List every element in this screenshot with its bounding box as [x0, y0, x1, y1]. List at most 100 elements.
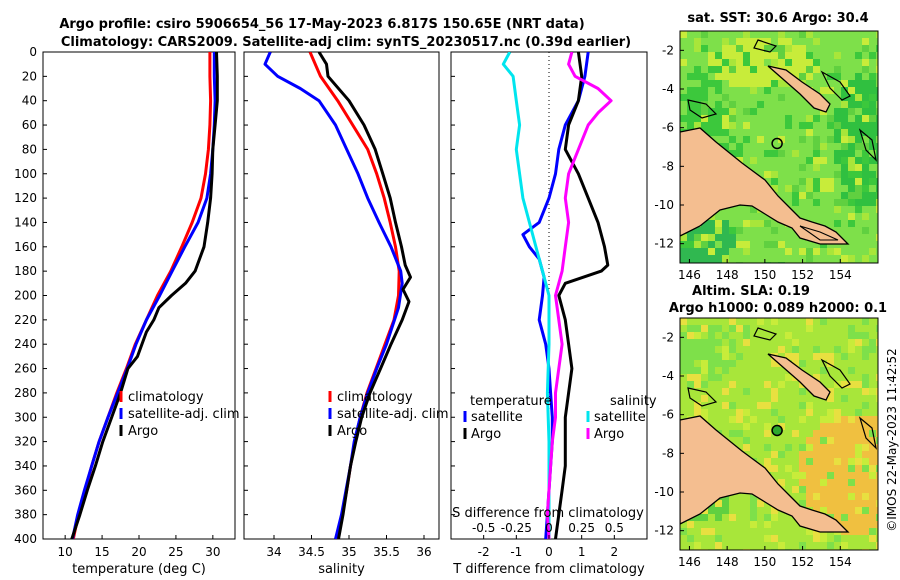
map-cell — [862, 402, 869, 409]
map-cell — [764, 31, 771, 38]
map-cell — [806, 157, 813, 164]
temperature-legend-label: satellite-adj. clim — [128, 407, 240, 422]
map-cell — [876, 430, 878, 437]
map-cell — [834, 437, 841, 444]
map-cell — [764, 507, 771, 514]
sst-map-argo-marker — [771, 137, 783, 150]
map-cell — [862, 493, 869, 500]
map-cell — [757, 332, 764, 339]
map-cell — [778, 395, 785, 402]
map-cell — [764, 325, 771, 332]
map-cell — [722, 332, 729, 339]
map-cell — [820, 325, 827, 332]
map-xtick-label: 154 — [829, 268, 852, 282]
map-cell — [841, 66, 848, 73]
map-cell — [806, 430, 813, 437]
map-cell — [778, 136, 785, 143]
depth-tick-label: 0 — [29, 45, 37, 59]
map-cell — [834, 31, 841, 38]
map-cell — [771, 101, 778, 108]
map-cell — [736, 45, 743, 52]
map-cell — [827, 381, 834, 388]
map-cell — [855, 171, 862, 178]
map-cell — [876, 388, 878, 395]
map-cell — [855, 143, 862, 150]
map-cell — [729, 87, 736, 94]
map-cell — [771, 381, 778, 388]
map-cell — [750, 87, 757, 94]
map-cell — [848, 325, 855, 332]
map-cell — [792, 444, 799, 451]
map-cell — [680, 108, 687, 115]
map-cell — [862, 318, 869, 325]
map-cell — [813, 416, 820, 423]
map-cell — [813, 157, 820, 164]
map-cell — [743, 220, 750, 227]
imos-watermark: ©IMOS 22-May-2023 11:42:52 — [885, 348, 899, 532]
map-cell — [834, 500, 841, 507]
map-cell — [869, 318, 876, 325]
map-cell — [687, 101, 694, 108]
salinity-legend-label: Argo — [337, 424, 367, 439]
map-cell — [862, 479, 869, 486]
map-cell — [792, 388, 799, 395]
map-cell — [834, 220, 841, 227]
map-cell — [862, 213, 869, 220]
map-cell — [869, 493, 876, 500]
map-cell — [841, 409, 848, 416]
map-cell — [834, 157, 841, 164]
map-cell — [813, 444, 820, 451]
map-cell — [792, 332, 799, 339]
map-cell — [820, 185, 827, 192]
map-cell — [771, 241, 778, 248]
map-cell — [799, 185, 806, 192]
map-cell — [771, 129, 778, 136]
map-cell — [757, 444, 764, 451]
map-cell — [820, 136, 827, 143]
map-cell — [855, 430, 862, 437]
map-cell — [820, 458, 827, 465]
map-cell — [778, 521, 785, 528]
map-cell — [848, 423, 855, 430]
map-cell — [862, 87, 869, 94]
map-cell — [694, 535, 701, 542]
map-cell — [701, 241, 708, 248]
map-cell — [792, 486, 799, 493]
map-cell — [785, 353, 792, 360]
map-cell — [743, 45, 750, 52]
map-cell — [736, 213, 743, 220]
map-ytick-label: -2 — [662, 330, 674, 344]
map-cell — [813, 472, 820, 479]
temperature-series — [70, 52, 219, 539]
map-cell — [701, 80, 708, 87]
map-cell — [764, 360, 771, 367]
map-cell — [736, 87, 743, 94]
map-cell — [827, 500, 834, 507]
map-cell — [680, 248, 687, 255]
map-cell — [799, 542, 806, 549]
map-cell — [764, 52, 771, 59]
map-cell — [680, 38, 687, 45]
map-cell — [806, 136, 813, 143]
map-cell — [799, 192, 806, 199]
map-cell — [841, 451, 848, 458]
map-cell — [862, 171, 869, 178]
map-cell — [862, 465, 869, 472]
map-cell — [820, 150, 827, 157]
map-cell — [736, 381, 743, 388]
map-cell — [799, 409, 806, 416]
map-cell — [722, 73, 729, 80]
map-cell — [736, 521, 743, 528]
map-cell — [862, 192, 869, 199]
map-cell — [757, 402, 764, 409]
map-cell — [806, 416, 813, 423]
map-cell — [820, 213, 827, 220]
map-cell — [827, 31, 834, 38]
map-cell — [813, 87, 820, 94]
map-cell — [841, 45, 848, 52]
map-cell — [750, 108, 757, 115]
map-cell — [687, 80, 694, 87]
map-cell — [715, 115, 722, 122]
map-cell — [855, 500, 862, 507]
map-cell — [841, 150, 848, 157]
